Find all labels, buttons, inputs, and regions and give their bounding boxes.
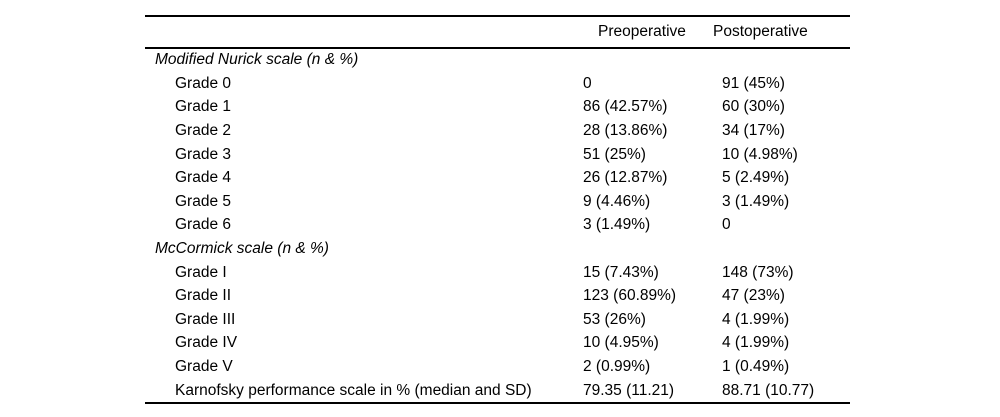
postoperative-value: 5 (2.49%) (722, 169, 790, 187)
postoperative-value: 4 (1.99%) (722, 310, 790, 328)
preoperative-value: 51 (25%) (583, 145, 646, 163)
column-header-preoperative: Preoperative (598, 22, 686, 40)
row-label: Grade 6 (175, 216, 232, 234)
row-label: Grade I (175, 263, 227, 281)
table-body: Modified Nurick scale (n & %) Grade 0 0 91 … (145, 49, 850, 403)
row-label: Grade IV (175, 334, 238, 352)
table-top-rule (145, 15, 850, 17)
row-label: Grade 4 (175, 169, 232, 187)
postoperative-value: 47 (23%) (722, 287, 785, 305)
table-row: Grade I 15 (7.43%) 148 (73%) (145, 261, 850, 285)
row-label: Grade 3 (175, 145, 232, 163)
preoperative-value: 86 (42.57%) (583, 98, 668, 116)
table-row: Grade 0 0 91 (45%) (145, 72, 850, 96)
postoperative-value: 10 (4.98%) (722, 145, 798, 163)
table-row: Grade III 53 (26%) 4 (1.99%) (145, 308, 850, 332)
column-header-preoperative-cell: Preoperative (583, 23, 722, 41)
preoperative-value: 15 (7.43%) (583, 263, 659, 281)
table-row: Grade 5 9 (4.46%) 3 (1.49%) (145, 190, 850, 214)
row-label: Grade 2 (175, 122, 232, 140)
postoperative-value: 88.71 (10.77) (722, 381, 815, 399)
postoperative-value: 0 (722, 216, 731, 234)
table-bottom-rule (145, 402, 850, 405)
preoperative-value: 53 (26%) (583, 310, 646, 328)
section-row: Modified Nurick scale (n & %) (145, 49, 850, 73)
table-row: Grade 2 28 (13.86%) 34 (17%) (145, 119, 850, 143)
row-label: Grade 0 (175, 74, 232, 92)
postoperative-value: 3 (1.49%) (722, 192, 790, 210)
row-label: Grade 1 (175, 98, 232, 116)
outcomes-table: Preoperative Postoperative Modified Nuri… (145, 15, 850, 405)
preoperative-value: 3 (1.49%) (583, 216, 651, 234)
table-row: Grade 4 26 (12.87%) 5 (2.49%) (145, 166, 850, 190)
postoperative-value: 148 (73%) (722, 263, 794, 281)
preoperative-value: 123 (60.89%) (583, 287, 677, 305)
table-row: Grade 1 86 (42.57%) 60 (30%) (145, 96, 850, 120)
preoperative-value: 2 (0.99%) (583, 358, 651, 376)
table-row: Grade 6 3 (1.49%) 0 (145, 214, 850, 238)
postoperative-value: 1 (0.49%) (722, 358, 790, 376)
row-label: Grade 5 (175, 192, 232, 210)
column-header-postoperative-cell: Postoperative (713, 23, 850, 41)
table-header-row: Preoperative Postoperative (145, 17, 850, 47)
table-row: Grade IV 10 (4.95%) 4 (1.99%) (145, 332, 850, 356)
table-row: Grade V 2 (0.99%) 1 (0.49%) (145, 355, 850, 379)
row-label: Modified Nurick scale (n & %) (155, 51, 359, 69)
preoperative-value: 28 (13.86%) (583, 122, 668, 140)
column-header-postoperative: Postoperative (713, 22, 808, 40)
postoperative-value: 60 (30%) (722, 98, 785, 116)
preoperative-value: 10 (4.95%) (583, 334, 659, 352)
postoperative-value: 34 (17%) (722, 122, 785, 140)
table-row: Karnofsky performance scale in % (median… (145, 379, 850, 403)
table-row: Grade II 123 (60.89%) 47 (23%) (145, 284, 850, 308)
table-row: Grade 3 51 (25%) 10 (4.98%) (145, 143, 850, 167)
row-label: Grade V (175, 358, 233, 376)
preoperative-value: 0 (583, 74, 592, 92)
postoperative-value: 4 (1.99%) (722, 334, 790, 352)
preoperative-value: 9 (4.46%) (583, 192, 651, 210)
row-label: Grade III (175, 310, 236, 328)
preoperative-value: 79.35 (11.21) (583, 381, 675, 399)
row-label: Karnofsky performance scale in % (median… (175, 381, 532, 399)
row-label: McCormick scale (n & %) (155, 240, 329, 258)
postoperative-value: 91 (45%) (722, 74, 785, 92)
section-row: McCormick scale (n & %) (145, 237, 850, 261)
preoperative-value: 26 (12.87%) (583, 169, 668, 187)
table-header-rule (145, 46, 850, 49)
row-label: Grade II (175, 287, 231, 305)
